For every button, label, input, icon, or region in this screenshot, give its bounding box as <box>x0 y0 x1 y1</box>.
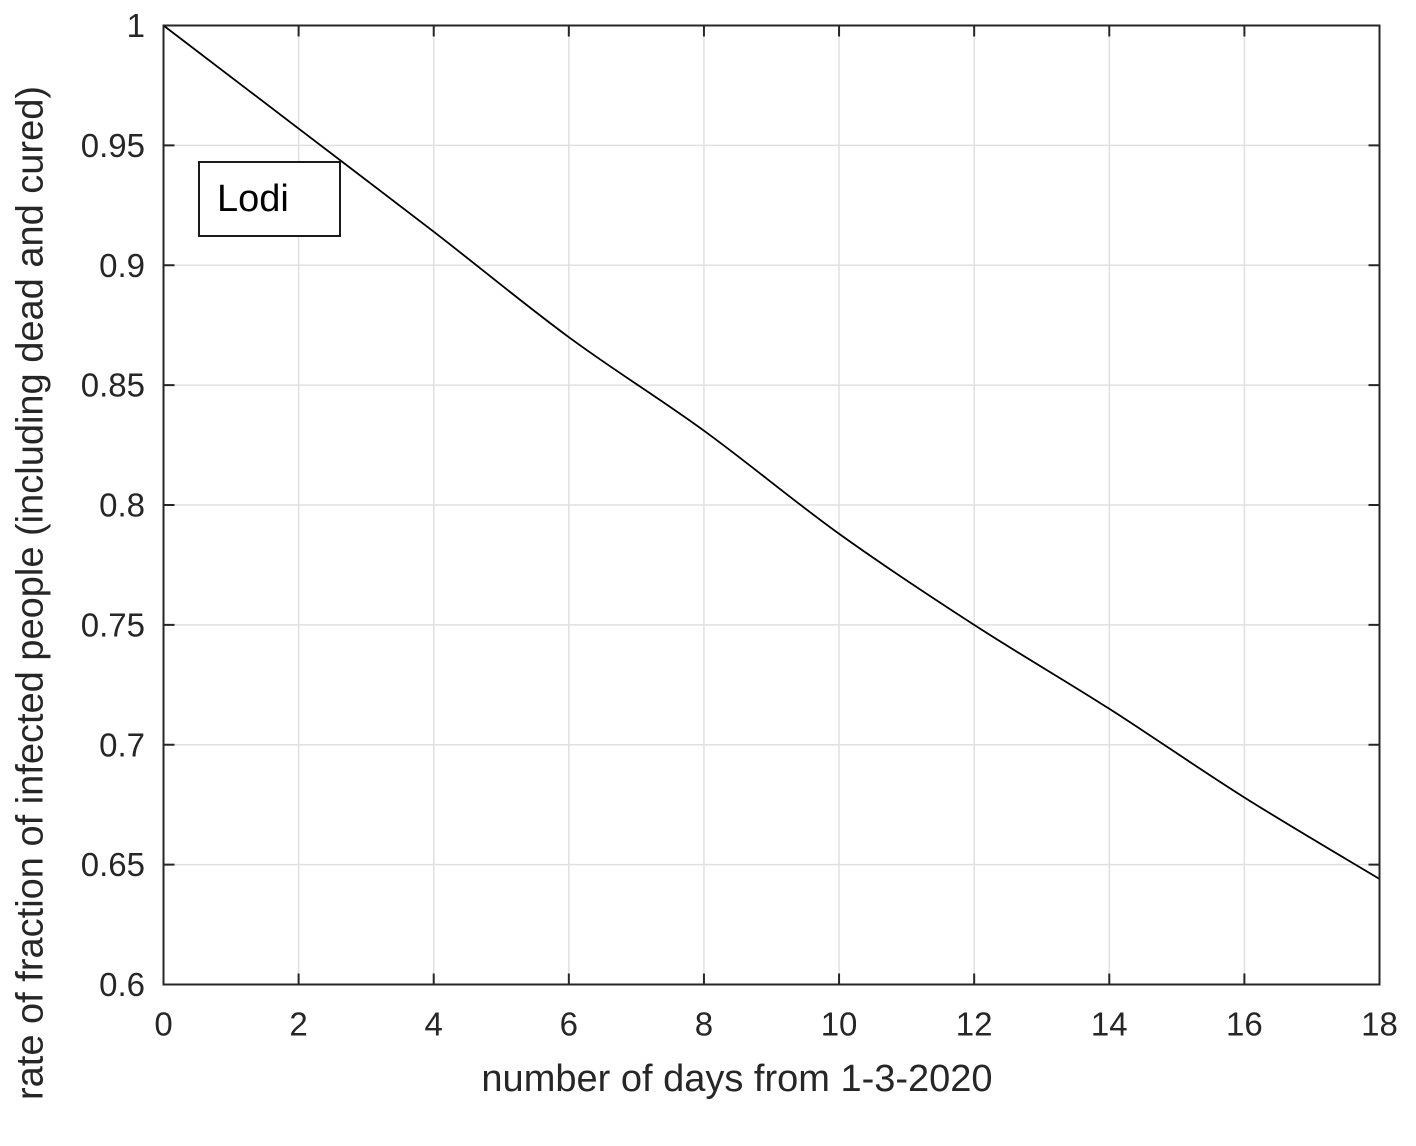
x-tick-label: 14 <box>1091 1006 1128 1043</box>
y-axis-label: rate of fraction of infected people (inc… <box>9 86 52 1100</box>
legend-box: Lodi <box>198 161 341 237</box>
x-tick-label: 0 <box>154 1006 172 1043</box>
x-axis-label: number of days from 1-3-2020 <box>481 1058 993 1100</box>
y-tick-label: 0.75 <box>81 606 145 643</box>
y-tick-label: 0.95 <box>81 127 145 164</box>
x-tick-label: 2 <box>289 1006 307 1043</box>
x-tick-label: 4 <box>425 1006 443 1043</box>
y-tick-label: 0.7 <box>99 726 145 763</box>
x-tick-label: 18 <box>1361 1006 1398 1043</box>
x-tick-label: 16 <box>1226 1006 1263 1043</box>
y-tick-label: 0.85 <box>81 367 145 404</box>
x-tick-label: 12 <box>956 1006 993 1043</box>
y-tick-label: 0.9 <box>99 247 145 284</box>
x-tick-label: 8 <box>695 1006 713 1043</box>
x-tick-label: 10 <box>821 1006 858 1043</box>
x-tick-label: 6 <box>560 1006 578 1043</box>
y-tick-label: 1 <box>127 7 145 44</box>
data-line-lodi <box>162 24 1380 880</box>
legend-label: Lodi <box>217 177 289 220</box>
y-tick-label: 0.8 <box>99 487 145 524</box>
y-tick-label: 0.6 <box>99 966 145 1003</box>
y-tick-label: 0.65 <box>81 846 145 883</box>
